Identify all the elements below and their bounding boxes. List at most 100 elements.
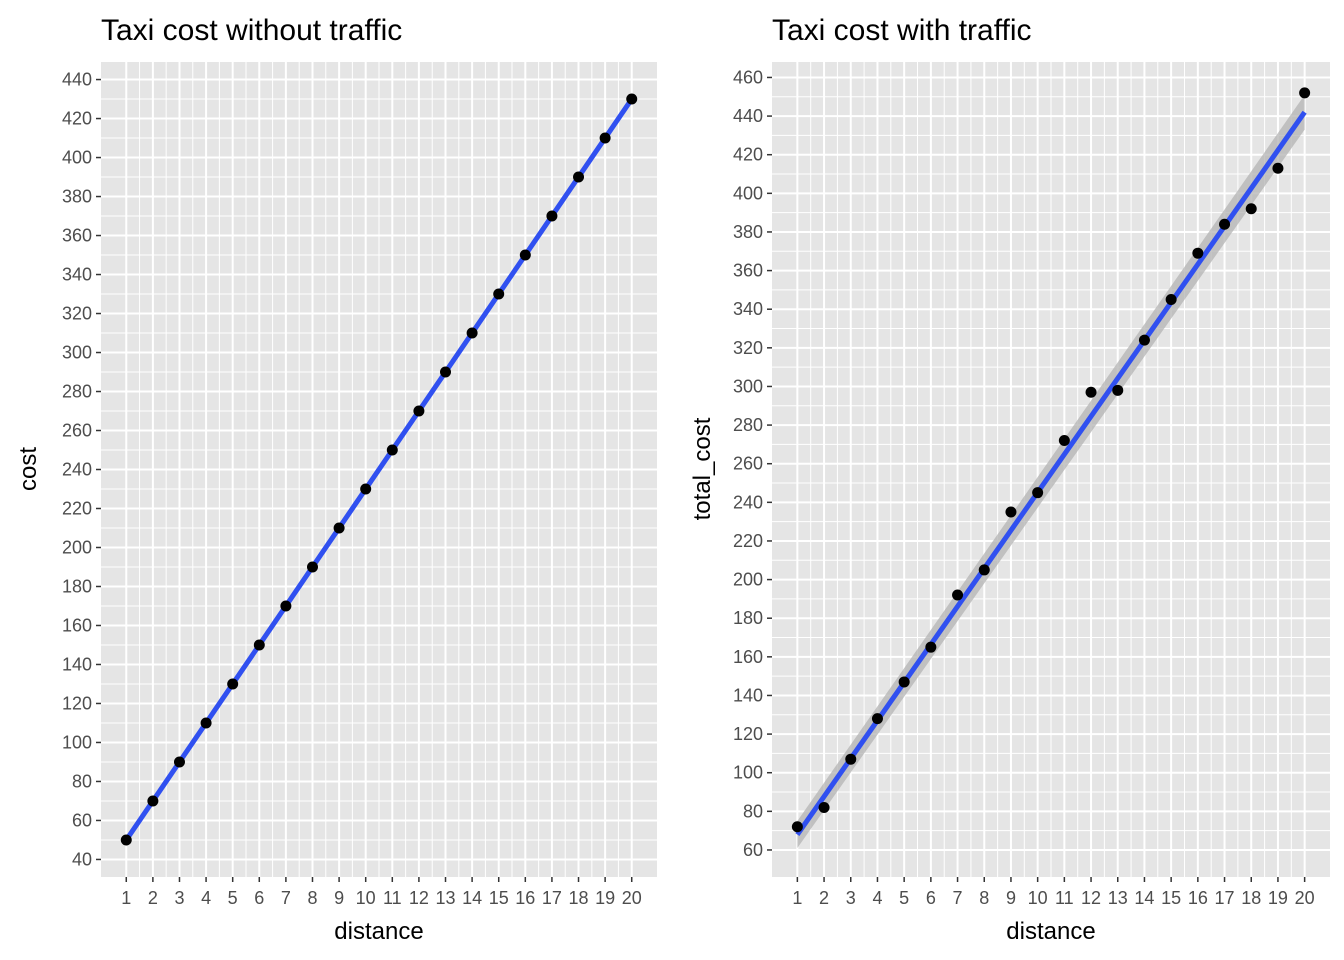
y-tick-label: 120 (62, 693, 92, 713)
y-tick-label: 80 (72, 771, 92, 791)
data-point (1219, 218, 1231, 230)
x-tick-label: 8 (979, 888, 989, 908)
data-point (791, 821, 803, 833)
x-tick-label: 10 (356, 888, 376, 908)
x-tick-label: 9 (1006, 888, 1016, 908)
data-point (626, 93, 638, 105)
x-tick-label: 7 (281, 888, 291, 908)
x-tick-label: 11 (1055, 888, 1074, 908)
y-tick-label: 440 (733, 106, 763, 126)
x-tick-label: 18 (569, 888, 589, 908)
x-tick-label: 6 (254, 888, 264, 908)
data-point (1085, 386, 1097, 398)
x-tick-label: 15 (1161, 888, 1181, 908)
data-point (1058, 435, 1070, 447)
x-tick-label: 14 (462, 888, 482, 908)
data-point (519, 249, 531, 261)
x-tick-label: 16 (1188, 888, 1208, 908)
data-point (845, 753, 857, 765)
x-tick-label: 20 (622, 888, 642, 908)
data-point (1112, 384, 1124, 396)
data-point (871, 713, 883, 725)
x-tick-label: 4 (201, 888, 211, 908)
data-point (173, 756, 185, 768)
x-tick-label: 19 (595, 888, 615, 908)
chart-title: Taxi cost with traffic (772, 14, 1032, 47)
y-tick-label: 260 (62, 421, 92, 441)
data-point (147, 795, 159, 807)
data-point (306, 561, 318, 573)
y-tick-label: 280 (733, 415, 763, 435)
y-tick-label: 380 (62, 187, 92, 207)
x-tick-label: 20 (1295, 888, 1315, 908)
x-tick-label: 1 (792, 888, 802, 908)
x-tick-label: 2 (148, 888, 158, 908)
y-tick-label: 140 (733, 685, 763, 705)
chart-panel-without-traffic: Taxi cost without traffic distance cost … (15, 14, 657, 945)
data-point (493, 288, 505, 300)
x-tick-label: 9 (334, 888, 344, 908)
y-axis-label: total_cost (689, 417, 716, 520)
data-point (360, 483, 372, 495)
data-point (546, 210, 558, 222)
x-tick-label: 14 (1134, 888, 1154, 908)
data-point (925, 641, 937, 653)
y-tick-label: 300 (62, 343, 92, 363)
y-tick-label: 320 (733, 338, 763, 358)
x-axis-label: distance (1006, 918, 1095, 945)
y-tick-label: 220 (733, 531, 763, 551)
y-tick-label: 380 (733, 222, 763, 242)
data-point (1192, 247, 1204, 259)
x-tick-label: 13 (435, 888, 455, 908)
x-tick-label: 15 (489, 888, 509, 908)
y-tick-label: 40 (72, 849, 92, 869)
data-point (280, 600, 292, 612)
data-point (1299, 87, 1311, 99)
data-point (1005, 506, 1017, 518)
x-tick-label: 11 (383, 888, 402, 908)
y-tick-label: 180 (733, 608, 763, 628)
data-point (1165, 294, 1177, 306)
y-tick-label: 160 (62, 615, 92, 635)
x-tick-label: 12 (1081, 888, 1101, 908)
x-tick-label: 3 (174, 888, 184, 908)
y-tick-label: 200 (62, 537, 92, 557)
x-tick-label: 5 (899, 888, 909, 908)
y-tick-label: 60 (743, 840, 763, 860)
x-tick-label: 17 (542, 888, 562, 908)
x-tick-label: 7 (953, 888, 963, 908)
x-tick-label: 17 (1215, 888, 1235, 908)
y-tick-label: 100 (733, 763, 763, 783)
data-point (599, 132, 611, 144)
data-point (386, 444, 398, 456)
y-tick-label: 340 (62, 265, 92, 285)
y-tick-label: 440 (62, 70, 92, 90)
y-tick-label: 300 (733, 376, 763, 396)
y-tick-label: 340 (733, 299, 763, 319)
data-point (818, 801, 830, 813)
x-tick-label: 12 (409, 888, 429, 908)
x-tick-label: 13 (1108, 888, 1128, 908)
x-tick-label: 3 (846, 888, 856, 908)
y-tick-label: 60 (72, 810, 92, 830)
x-tick-label: 16 (515, 888, 535, 908)
y-axis-label: cost (15, 447, 42, 491)
y-tick-label: 360 (62, 226, 92, 246)
x-tick-label: 1 (121, 888, 131, 908)
data-point (120, 834, 132, 846)
plot-area: 1 2 3 4 5 6 7 8 9 10 11 12 13 14 15 16 17 18 19 20406080100… (62, 62, 657, 908)
y-tick-label: 80 (743, 801, 763, 821)
x-tick-label: 6 (926, 888, 936, 908)
data-point (573, 171, 585, 183)
y-tick-label: 180 (62, 576, 92, 596)
regression-line (124, 97, 634, 842)
data-point (440, 366, 452, 378)
data-point (227, 678, 239, 690)
y-tick-label: 360 (733, 261, 763, 281)
y-tick-label: 120 (733, 724, 763, 744)
data-point (333, 522, 345, 534)
y-tick-label: 240 (733, 492, 763, 512)
data-point (978, 564, 990, 576)
